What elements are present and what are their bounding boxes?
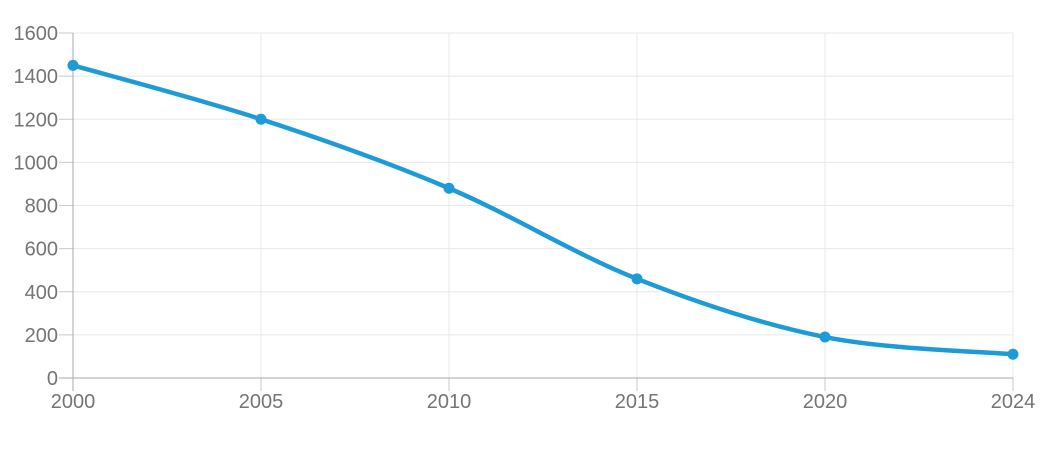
x-tick-label-2024: 2024 [991, 391, 1036, 413]
y-tick-label-1000: 1000 [14, 152, 59, 174]
data-point-2005[interactable] [255, 113, 267, 125]
x-tick-label-2020: 2020 [803, 391, 848, 413]
x-tick-label-2000: 2000 [51, 391, 96, 413]
data-point-2000[interactable] [67, 59, 79, 71]
series-line-series-1 [70, 63, 1016, 357]
axis-borders [59, 33, 1013, 391]
gridlines [73, 32, 1014, 378]
data-point-2020[interactable] [819, 331, 831, 343]
data-points [67, 59, 1019, 360]
x-axis-labels: 2000 2005 2010 2015 2020 2024 [51, 391, 1036, 413]
y-tick-label-800: 800 [25, 196, 58, 218]
data-point-2010[interactable] [443, 182, 455, 194]
y-tick-label-0: 0 [47, 368, 58, 390]
x-tick-label-2010: 2010 [427, 391, 472, 413]
y-tick-label-1200: 1200 [14, 109, 59, 131]
y-tick-label-200: 200 [25, 325, 58, 347]
tick-marks [59, 32, 1014, 391]
data-point-2024[interactable] [1007, 348, 1019, 360]
data-point-2015[interactable] [631, 273, 643, 285]
y-tick-label-600: 600 [25, 239, 58, 261]
x-tick-label-2015: 2015 [615, 391, 660, 413]
y-tick-label-400: 400 [25, 282, 58, 304]
data-line [70, 63, 1016, 357]
y-tick-label-1600: 1600 [14, 23, 59, 45]
x-tick-label-2005: 2005 [239, 391, 284, 413]
y-axis-labels: 0 200 400 600 800 1000 1200 1400 1600 [14, 23, 59, 390]
y-tick-label-1400: 1400 [14, 66, 59, 88]
